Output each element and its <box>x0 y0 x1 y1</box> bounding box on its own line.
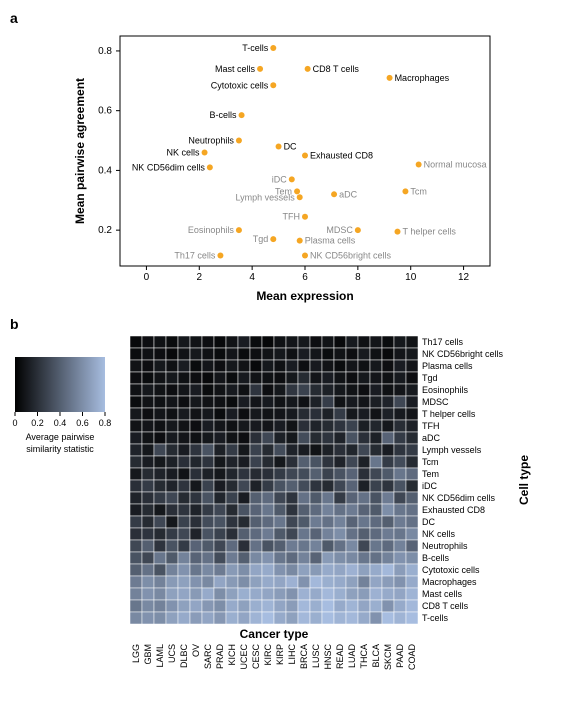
svg-text:T-cells: T-cells <box>242 43 269 53</box>
svg-text:DC: DC <box>284 142 297 152</box>
svg-text:TFH: TFH <box>283 212 301 222</box>
svg-text:Exhausted CD8: Exhausted CD8 <box>310 150 373 160</box>
svg-text:MDSC: MDSC <box>326 225 353 235</box>
svg-text:Normal mucosa: Normal mucosa <box>424 159 487 169</box>
svg-text:iDC: iDC <box>422 481 437 491</box>
svg-text:Macrophages: Macrophages <box>422 577 477 587</box>
svg-text:PAAD: PAAD <box>395 644 405 668</box>
svg-text:4: 4 <box>249 272 255 283</box>
svg-text:LGG: LGG <box>131 644 141 663</box>
scatter-plot: 0 2 4 6 8 10 12 0.2 0.4 0.6 0.8 Mean expression Mean… <box>70 26 500 306</box>
svg-text:8: 8 <box>355 272 361 283</box>
svg-text:KICH: KICH <box>227 644 237 666</box>
svg-text:READ: READ <box>335 644 345 670</box>
svg-text:UCS: UCS <box>167 644 177 663</box>
svg-text:Cytotoxic cells: Cytotoxic cells <box>422 565 480 575</box>
svg-text:Macrophages: Macrophages <box>395 73 450 83</box>
svg-text:0: 0 <box>144 272 150 283</box>
svg-text:Neutrophils: Neutrophils <box>188 136 234 146</box>
svg-text:CD8 T cells: CD8 T cells <box>422 601 469 611</box>
svg-text:10: 10 <box>405 272 417 283</box>
svg-text:NK cells: NK cells <box>422 529 456 539</box>
svg-text:DLBC: DLBC <box>179 644 189 669</box>
svg-text:aDC: aDC <box>339 189 358 199</box>
svg-text:0.4: 0.4 <box>54 418 67 428</box>
svg-text:KIRC: KIRC <box>263 644 273 666</box>
svg-text:2: 2 <box>197 272 203 283</box>
svg-text:NK CD56bright cells: NK CD56bright cells <box>310 251 392 261</box>
svg-text:similarity statistic: similarity statistic <box>26 444 94 454</box>
svg-text:Average pairwise: Average pairwise <box>26 432 95 442</box>
svg-text:Tem: Tem <box>422 469 439 479</box>
svg-text:iDC: iDC <box>272 174 287 184</box>
svg-text:NK CD56dim cells: NK CD56dim cells <box>132 162 206 172</box>
svg-text:Mean pairwise agreement: Mean pairwise agreement <box>73 78 87 224</box>
svg-text:Mean expression: Mean expression <box>256 289 353 303</box>
svg-text:Cancer type: Cancer type <box>240 627 309 641</box>
svg-text:OV: OV <box>191 644 201 657</box>
heatmap: Th17 cells NK CD56bright cells Plasma cell… <box>130 332 567 694</box>
svg-text:Lymph vessels: Lymph vessels <box>236 192 296 202</box>
svg-text:Exhausted CD8: Exhausted CD8 <box>422 505 485 515</box>
panel-b-label: b <box>10 316 557 332</box>
svg-text:DC: DC <box>422 517 435 527</box>
svg-text:BLCA: BLCA <box>371 644 381 668</box>
svg-text:Mast cells: Mast cells <box>422 589 463 599</box>
svg-text:UCEC: UCEC <box>239 644 249 670</box>
svg-text:B-cells: B-cells <box>210 110 238 120</box>
heatmap-legend: 0 0.2 0.4 0.6 0.8 Average pairwise similarity … <box>10 352 120 472</box>
svg-text:0: 0 <box>12 418 17 428</box>
svg-text:T-cells: T-cells <box>422 613 449 623</box>
svg-text:KIRP: KIRP <box>275 644 285 665</box>
svg-text:Cytotoxic cells: Cytotoxic cells <box>211 80 269 90</box>
svg-text:THCA: THCA <box>359 644 369 669</box>
svg-text:LUSC: LUSC <box>311 644 321 669</box>
svg-text:Eosinophils: Eosinophils <box>422 385 469 395</box>
panel-a-label: a <box>10 10 557 26</box>
svg-text:Neutrophils: Neutrophils <box>422 541 468 551</box>
svg-text:0.6: 0.6 <box>98 106 112 117</box>
svg-text:NK cells: NK cells <box>167 147 201 157</box>
svg-text:CD8 T cells: CD8 T cells <box>313 64 360 74</box>
svg-text:Plasma cells: Plasma cells <box>305 236 356 246</box>
svg-text:HNSC: HNSC <box>323 644 333 670</box>
svg-text:0.2: 0.2 <box>98 225 112 236</box>
svg-text:Tgd: Tgd <box>253 234 269 244</box>
svg-text:0.8: 0.8 <box>98 46 112 57</box>
svg-text:PRAD: PRAD <box>215 644 225 670</box>
svg-text:GBM: GBM <box>143 644 153 665</box>
svg-text:NK CD56bright cells: NK CD56bright cells <box>422 349 504 359</box>
svg-text:Tcm: Tcm <box>422 457 439 467</box>
svg-text:Lymph vessels: Lymph vessels <box>422 445 482 455</box>
svg-text:LAML: LAML <box>155 644 165 668</box>
svg-text:T helper cells: T helper cells <box>422 409 476 419</box>
svg-text:Tcm: Tcm <box>410 186 427 196</box>
svg-text:Plasma cells: Plasma cells <box>422 361 473 371</box>
svg-text:MDSC: MDSC <box>422 397 449 407</box>
svg-text:Cell type: Cell type <box>517 455 531 505</box>
svg-text:Mast cells: Mast cells <box>215 64 256 74</box>
svg-text:LUAD: LUAD <box>347 644 357 669</box>
svg-text:0.8: 0.8 <box>99 418 112 428</box>
svg-text:0.4: 0.4 <box>98 165 112 176</box>
svg-text:Th17 cells: Th17 cells <box>174 251 216 261</box>
svg-text:T helper cells: T helper cells <box>403 227 457 237</box>
svg-text:aDC: aDC <box>422 433 441 443</box>
svg-text:CESC: CESC <box>251 644 261 670</box>
svg-text:BRCA: BRCA <box>299 644 309 669</box>
svg-text:0.6: 0.6 <box>76 418 89 428</box>
svg-text:Eosinophils: Eosinophils <box>188 225 235 235</box>
svg-text:B-cells: B-cells <box>422 553 450 563</box>
svg-text:Th17 cells: Th17 cells <box>422 337 464 347</box>
svg-text:SARC: SARC <box>203 644 213 670</box>
svg-text:SKCM: SKCM <box>383 644 393 670</box>
svg-text:TFH: TFH <box>422 421 440 431</box>
svg-text:LIHC: LIHC <box>287 644 297 665</box>
svg-text:6: 6 <box>302 272 308 283</box>
svg-text:NK CD56dim cells: NK CD56dim cells <box>422 493 496 503</box>
svg-text:0.2: 0.2 <box>31 418 44 428</box>
svg-text:COAD: COAD <box>407 644 417 671</box>
svg-text:12: 12 <box>458 272 470 283</box>
svg-text:Tgd: Tgd <box>422 373 438 383</box>
